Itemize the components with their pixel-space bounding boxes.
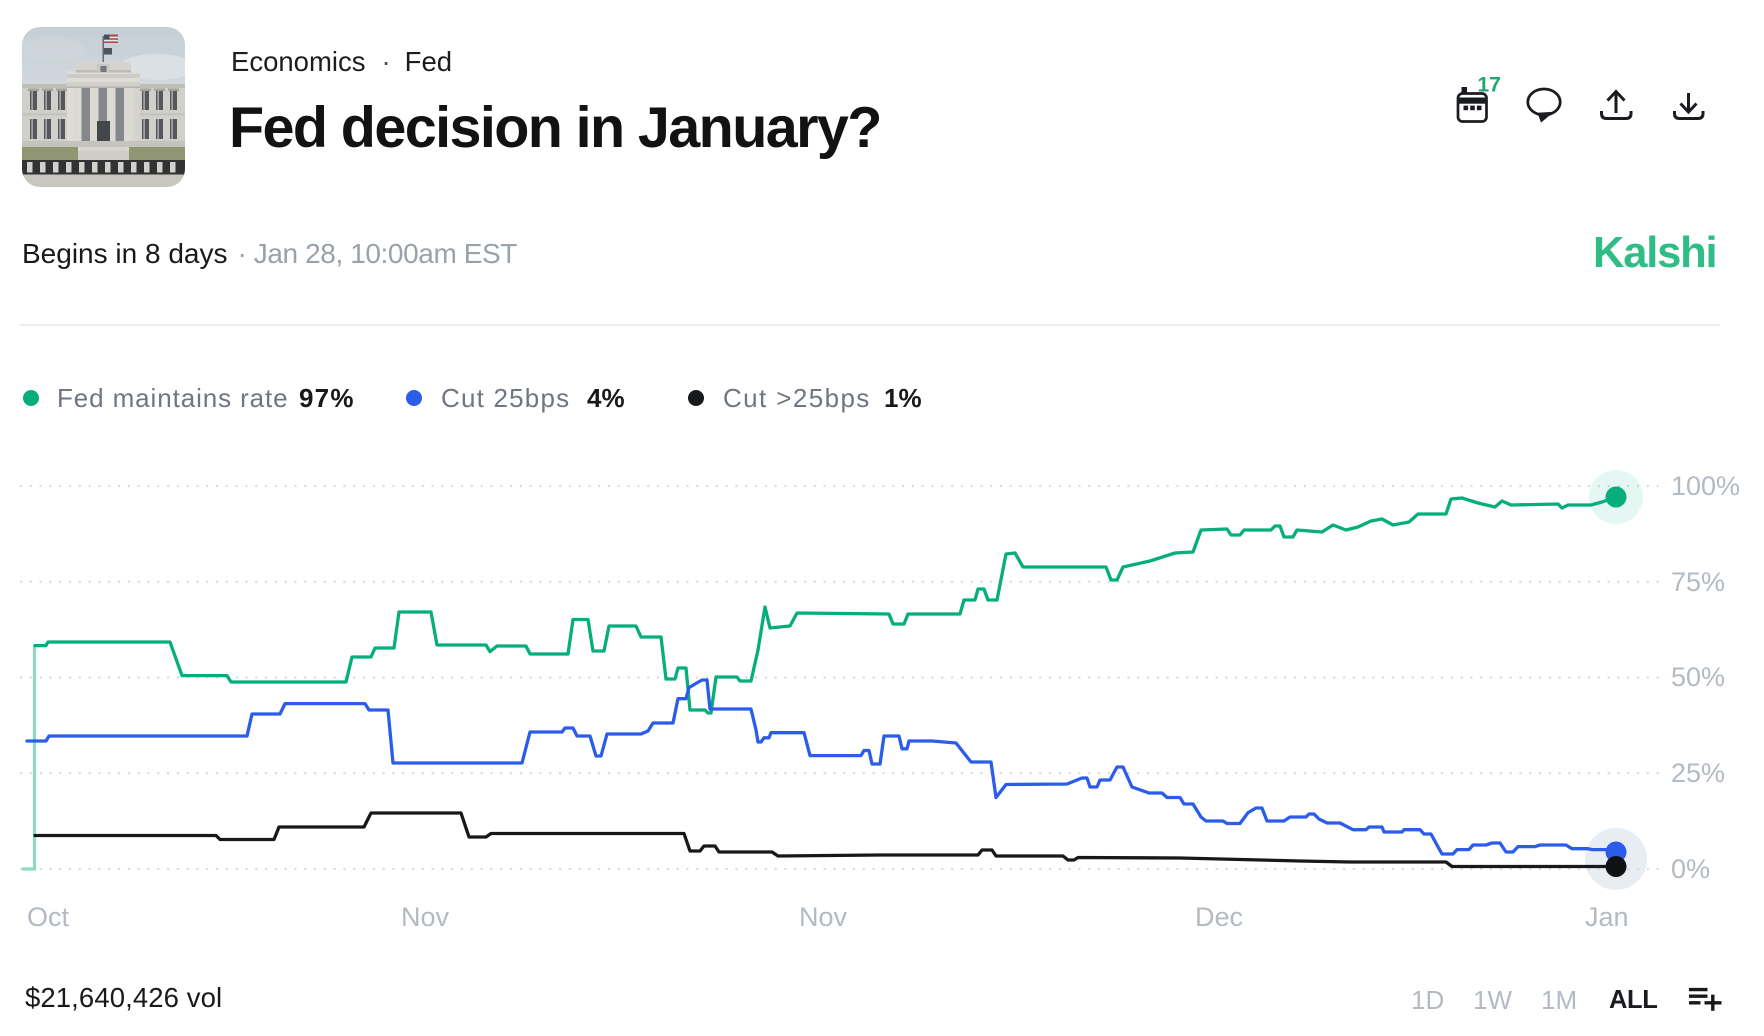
svg-text:Dec: Dec	[1195, 902, 1243, 932]
svg-text:0%: 0%	[1671, 854, 1710, 884]
svg-text:75%: 75%	[1671, 567, 1725, 597]
svg-text:Jan: Jan	[1585, 902, 1629, 932]
svg-text:Nov: Nov	[799, 902, 848, 932]
svg-text:Oct: Oct	[27, 902, 70, 932]
svg-text:100%: 100%	[1671, 471, 1740, 501]
svg-text:17: 17	[1478, 74, 1501, 97]
svg-text:25%: 25%	[1671, 758, 1725, 788]
svg-text:Nov: Nov	[401, 902, 450, 932]
svg-text:50%: 50%	[1671, 662, 1725, 692]
